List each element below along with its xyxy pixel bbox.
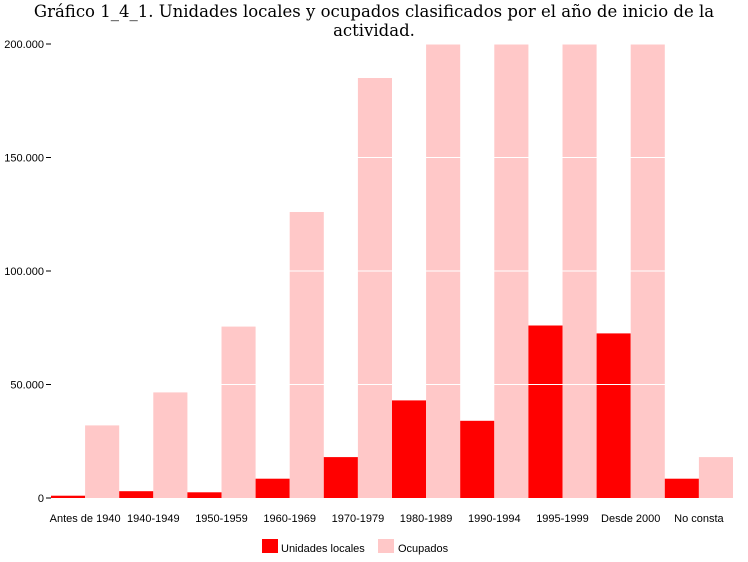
- bar-unidades-locales: [51, 495, 86, 498]
- bar-unidades-locales: [187, 492, 222, 498]
- x-tick-label: Desde 2000: [601, 513, 660, 525]
- bar-unidades-locales: [528, 325, 563, 498]
- bars: [51, 44, 733, 498]
- bar-ocupados: [698, 457, 733, 498]
- legend: Unidades locales Ocupados: [262, 539, 449, 555]
- y-tick-label: 0: [38, 493, 44, 505]
- y-axis: 0 50.000 100.000 150.000 200.000: [4, 39, 51, 505]
- legend-label: Ocupados: [398, 543, 449, 555]
- y-tick-label: 50.000: [10, 380, 44, 392]
- bar-ocupados: [85, 425, 120, 498]
- y-tick-label: 150.000: [4, 153, 44, 165]
- legend-swatch: [262, 539, 278, 553]
- y-tick-label: 100.000: [4, 266, 44, 278]
- bar-unidades-locales: [460, 420, 495, 498]
- bar-unidades-locales: [323, 457, 358, 498]
- bar-unidades-locales: [119, 491, 154, 498]
- x-axis: Antes de 1940 1940-1949 1950-1959 1960-1969…: [50, 513, 725, 525]
- x-tick-label: 1980-1989: [400, 513, 453, 525]
- legend-swatch: [378, 539, 394, 553]
- x-tick-label: No consta: [674, 513, 724, 525]
- bar-unidades-locales: [664, 478, 699, 498]
- legend-label: Unidades locales: [281, 543, 365, 555]
- bar-ocupados: [357, 78, 392, 498]
- y-tick-label: 200.000: [4, 39, 44, 51]
- gridlines: [51, 43, 733, 385]
- bar-unidades-locales: [255, 478, 290, 498]
- bar-ocupados: [289, 212, 324, 498]
- bar-unidades-locales: [596, 333, 631, 498]
- bar-ocupados: [221, 326, 256, 498]
- x-tick-label: 1950-1959: [195, 513, 248, 525]
- x-tick-label: 1940-1949: [127, 513, 180, 525]
- x-tick-label: Antes de 1940: [50, 513, 121, 525]
- bar-unidades-locales: [392, 400, 427, 498]
- x-tick-label: 1995-1999: [536, 513, 589, 525]
- x-tick-label: 1990-1994: [468, 513, 521, 525]
- chart-title: Gráfico 1_4_1. Unidades locales y ocupad…: [33, 2, 715, 40]
- x-tick-label: 1960-1969: [263, 513, 316, 525]
- bar-ocupados: [153, 392, 188, 498]
- x-tick-label: 1970-1979: [332, 513, 385, 525]
